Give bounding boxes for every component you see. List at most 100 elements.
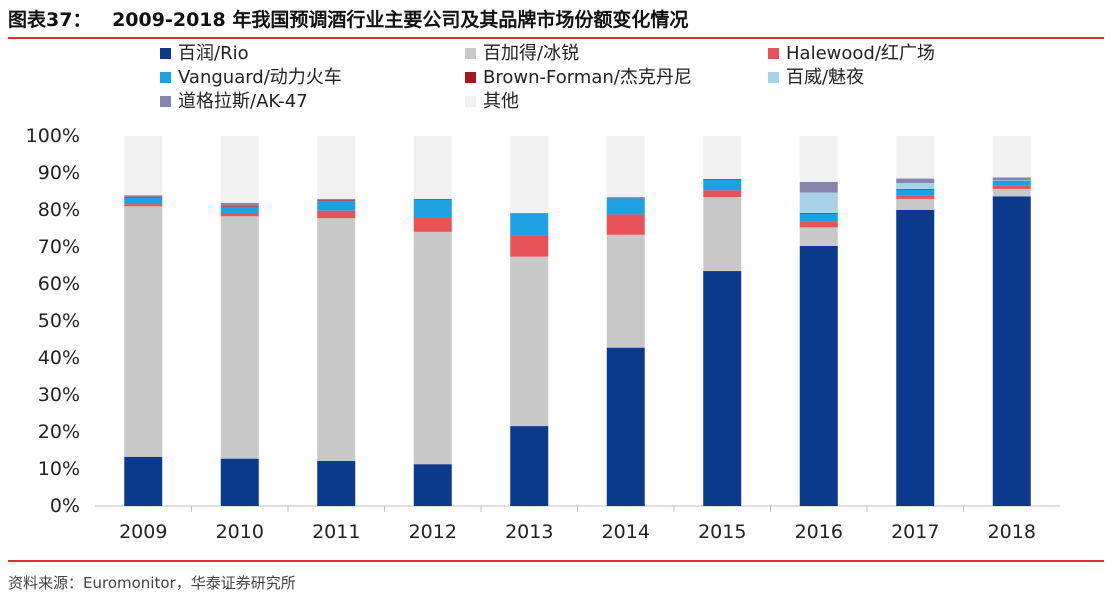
- bar-segment: [703, 190, 742, 198]
- bar-segment: [992, 185, 1031, 189]
- bar-segment: [606, 197, 645, 199]
- legend-label: Vanguard/动力火车: [178, 67, 342, 88]
- bar-segment: [992, 196, 1031, 506]
- legend-swatch: [465, 72, 476, 83]
- bar-segment: [606, 347, 645, 506]
- x-tick-label: 2010: [216, 521, 264, 543]
- bar-segment: [413, 231, 452, 465]
- bar-segment: [799, 245, 838, 506]
- bar-segment: [510, 426, 549, 506]
- bar-segment: [510, 214, 549, 236]
- title-divider: [8, 37, 1104, 39]
- bar-segment: [896, 182, 935, 189]
- bar-segment: [413, 199, 452, 201]
- y-tick-label: 10%: [38, 458, 80, 480]
- legend-label: 其他: [483, 91, 519, 112]
- bar-segment: [124, 456, 163, 506]
- bar-segment: [992, 181, 1031, 186]
- bar-segment: [510, 256, 549, 427]
- bar-segment: [896, 136, 935, 179]
- bar-segment: [703, 271, 742, 506]
- x-tick-label: 2009: [119, 521, 167, 543]
- legend-swatch: [465, 96, 476, 107]
- x-tick-label: 2017: [891, 521, 939, 543]
- figure-title: 2009-2018 年我国预调酒行业主要公司及其品牌市场份额变化情况: [112, 9, 689, 31]
- x-tick-label: 2018: [988, 521, 1036, 543]
- bar-segment: [799, 136, 838, 182]
- legend-label: 百威/魅夜: [786, 67, 864, 88]
- x-tick-label: 2014: [602, 521, 650, 543]
- bar-segment: [992, 181, 1031, 182]
- bar-segment: [703, 197, 742, 272]
- x-tick-label: 2016: [795, 521, 843, 543]
- bar-segment: [317, 136, 356, 199]
- bar-segment: [510, 213, 549, 215]
- bar-segment: [703, 178, 742, 180]
- legend-label: 百润/Rio: [178, 43, 249, 64]
- y-tick-label: 0%: [50, 495, 80, 517]
- x-tick-label: 2013: [505, 521, 553, 543]
- legend-label: Brown-Forman/杰克丹尼: [483, 67, 692, 88]
- figure-title-row: 图表37： 2009-2018 年我国预调酒行业主要公司及其品牌市场份额变化情况: [8, 6, 1104, 34]
- legend-label: 百加得/冰锐: [483, 43, 579, 64]
- bar-segment: [992, 136, 1031, 178]
- bar-segment: [896, 195, 935, 199]
- bar-segment: [220, 207, 259, 213]
- x-tick-label: 2012: [409, 521, 457, 543]
- bar-segment: [799, 213, 838, 222]
- bar-segment: [124, 204, 163, 207]
- bar-segment: [703, 136, 742, 179]
- bar-segment: [413, 464, 452, 506]
- bar-segment: [413, 200, 452, 218]
- y-tick-label: 40%: [38, 347, 80, 369]
- bar-segment: [220, 206, 259, 208]
- bar-segment: [413, 217, 452, 232]
- source-divider: [8, 560, 1104, 562]
- bar-segment: [317, 218, 356, 461]
- bar-segment: [510, 235, 549, 257]
- bar-segment: [124, 136, 163, 196]
- y-tick-label: 100%: [26, 125, 80, 147]
- bar-segment: [606, 198, 645, 215]
- bar-segment: [124, 197, 163, 205]
- bar-segment: [606, 234, 645, 348]
- legend-swatch: [768, 48, 779, 59]
- legend-swatch: [465, 48, 476, 59]
- bar-segment: [317, 460, 356, 506]
- legend-label: Halewood/红广场: [786, 43, 935, 64]
- source-note: 资料来源：Euromonitor，华泰证券研究所: [8, 574, 296, 592]
- y-tick-label: 70%: [38, 236, 80, 258]
- bar-segment: [220, 458, 259, 506]
- legend-swatch: [160, 96, 171, 107]
- x-tick-label: 2015: [698, 521, 746, 543]
- bar-segment: [413, 136, 452, 199]
- y-tick-label: 80%: [38, 199, 80, 221]
- bar-segment: [799, 212, 838, 214]
- bar-segment: [992, 177, 1031, 181]
- bar-segment: [606, 136, 645, 198]
- y-tick-label: 30%: [38, 384, 80, 406]
- stacked-bar-chart: 0% 10% 20% 30% 40% 50% 60% 70% 80% 90% 100% 2009 201…: [26, 43, 1060, 543]
- bar-segment: [896, 189, 935, 196]
- bar-segment: [510, 136, 549, 214]
- bar-segment: [606, 214, 645, 235]
- bar-segment: [799, 227, 838, 246]
- bar-segment: [317, 198, 356, 201]
- bar-segment: [896, 210, 935, 506]
- bar-segment: [220, 136, 259, 203]
- y-tick-label: 60%: [38, 273, 80, 295]
- bar-segment: [124, 195, 163, 197]
- legend-swatch: [768, 72, 779, 83]
- bar-segment: [220, 216, 259, 459]
- figure-label: 图表37：: [8, 9, 92, 31]
- y-tick-label: 90%: [38, 162, 80, 184]
- bar-segment: [992, 188, 1031, 197]
- bar-segment: [220, 202, 259, 207]
- bar-segment: [317, 201, 356, 211]
- legend-label: 道格拉斯/AK-47: [178, 91, 308, 112]
- x-tick-label: 2011: [312, 521, 360, 543]
- bar-segment: [703, 179, 742, 191]
- bar-segment: [317, 200, 356, 202]
- bar-segment: [992, 180, 1031, 182]
- bar-segment: [799, 221, 838, 228]
